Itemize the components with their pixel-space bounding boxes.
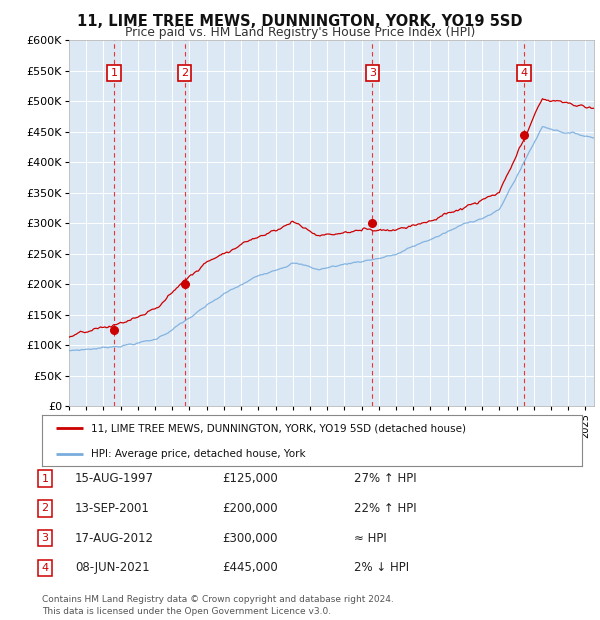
Text: 17-AUG-2012: 17-AUG-2012	[75, 532, 154, 544]
Text: 08-JUN-2021: 08-JUN-2021	[75, 562, 149, 574]
Text: 1: 1	[41, 474, 49, 484]
Text: 3: 3	[41, 533, 49, 543]
Text: £445,000: £445,000	[222, 562, 278, 574]
Text: 15-AUG-1997: 15-AUG-1997	[75, 472, 154, 485]
Text: 2: 2	[181, 68, 188, 78]
Text: 27% ↑ HPI: 27% ↑ HPI	[354, 472, 416, 485]
Text: 2: 2	[41, 503, 49, 513]
Text: ≈ HPI: ≈ HPI	[354, 532, 387, 544]
Text: 4: 4	[521, 68, 527, 78]
Text: £200,000: £200,000	[222, 502, 278, 515]
Text: Price paid vs. HM Land Registry's House Price Index (HPI): Price paid vs. HM Land Registry's House …	[125, 26, 475, 39]
Text: £125,000: £125,000	[222, 472, 278, 485]
Text: 1: 1	[110, 68, 118, 78]
Text: £300,000: £300,000	[222, 532, 277, 544]
Text: Contains HM Land Registry data © Crown copyright and database right 2024.
This d: Contains HM Land Registry data © Crown c…	[42, 595, 394, 616]
Text: 3: 3	[369, 68, 376, 78]
Text: 4: 4	[41, 563, 49, 573]
Text: 11, LIME TREE MEWS, DUNNINGTON, YORK, YO19 5SD: 11, LIME TREE MEWS, DUNNINGTON, YORK, YO…	[77, 14, 523, 29]
Text: 2% ↓ HPI: 2% ↓ HPI	[354, 562, 409, 574]
Text: HPI: Average price, detached house, York: HPI: Average price, detached house, York	[91, 448, 305, 459]
Text: 11, LIME TREE MEWS, DUNNINGTON, YORK, YO19 5SD (detached house): 11, LIME TREE MEWS, DUNNINGTON, YORK, YO…	[91, 423, 466, 433]
Text: 13-SEP-2001: 13-SEP-2001	[75, 502, 150, 515]
Text: 22% ↑ HPI: 22% ↑ HPI	[354, 502, 416, 515]
